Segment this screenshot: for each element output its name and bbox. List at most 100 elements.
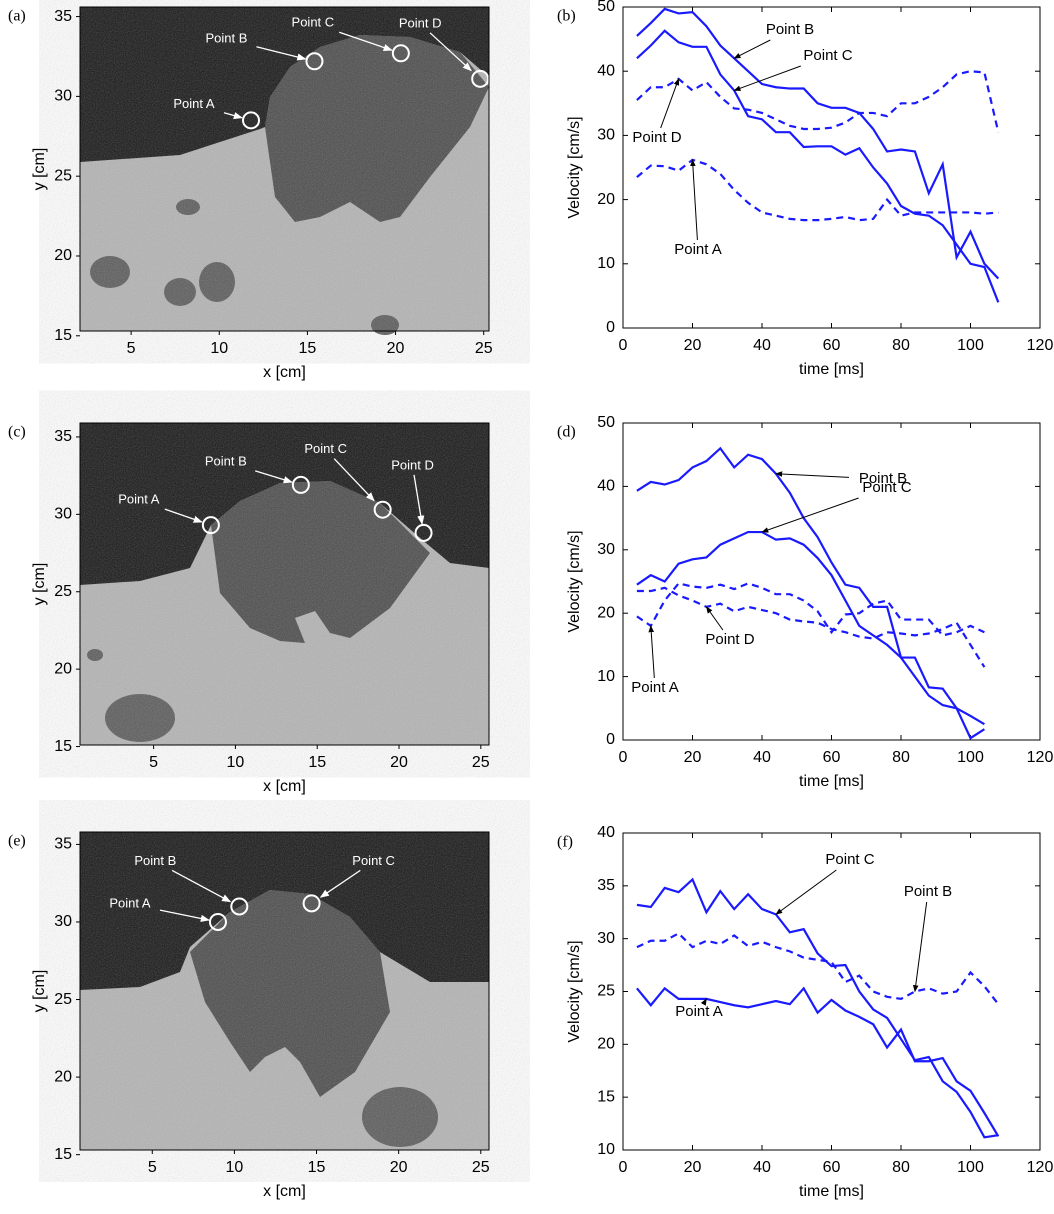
y-axis-label: y [cm] — [31, 148, 48, 191]
point-marker — [414, 523, 433, 542]
point-label: Point C — [304, 441, 347, 456]
y-tick-label: 25 — [54, 167, 72, 184]
panel-label: (a) — [8, 8, 26, 25]
x-tick-label: 25 — [472, 1159, 490, 1176]
point-label: Point C — [292, 15, 335, 30]
y-tick-label: 25 — [54, 991, 72, 1008]
series-line — [636, 7, 1000, 280]
point-label: Point B — [205, 453, 247, 468]
x-tick-label: 80 — [892, 337, 910, 354]
x-tick-label: 20 — [684, 1159, 702, 1176]
y-tick-label: 40 — [597, 824, 615, 841]
annotation-arrow — [775, 869, 837, 915]
series-label: Point C — [862, 479, 911, 496]
point-label: Point B — [134, 853, 176, 868]
series-line — [636, 70, 1000, 133]
photo — [80, 832, 489, 1150]
series-line — [636, 932, 1000, 1005]
axes-frame — [79, 831, 490, 1151]
x-tick-label: 80 — [892, 1159, 910, 1176]
x-tick-label: 40 — [753, 337, 771, 354]
y-tick-label: 35 — [54, 428, 72, 445]
axes: 0 20 40 60 80 100 120 10 15 20 25 30 35 40 time [ms] Ve… — [557, 824, 1053, 1200]
panel-label: (c) — [8, 424, 26, 441]
series-label: Point B — [859, 470, 907, 487]
point-label: Point C — [352, 853, 395, 868]
x-axis-label: x [cm] — [263, 364, 306, 381]
x-tick-label: 60 — [823, 1159, 841, 1176]
point-marker — [242, 111, 261, 130]
annotation-arrow — [319, 869, 361, 898]
annotation-arrow — [761, 497, 859, 533]
annotation-arrow — [255, 470, 293, 484]
panel-label: (e) — [8, 833, 26, 850]
y-tick-label: 30 — [54, 88, 72, 105]
annotation-arrow — [429, 32, 472, 72]
annotation-arrow — [333, 458, 375, 502]
point-marker — [302, 894, 321, 913]
x-tick-label: 20 — [390, 754, 408, 771]
x-tick-label: 60 — [823, 337, 841, 354]
y-tick-label: 15 — [54, 738, 72, 755]
series-line — [636, 446, 985, 726]
annotation-arrow — [171, 869, 232, 903]
y-axis-label: Velocity [cm/s] — [566, 116, 583, 218]
point-marker — [201, 516, 220, 535]
x-axis-label: x [cm] — [263, 1183, 306, 1200]
point-label: Point A — [109, 895, 151, 910]
series-line — [636, 986, 1000, 1137]
x-tick-label: 25 — [475, 340, 493, 357]
y-tick-label: 35 — [597, 877, 615, 894]
point-label: Point A — [118, 492, 160, 507]
axes: 0 20 40 60 80 100 120 0 10 20 30 40 50 time [ms] Veloc… — [557, 414, 1053, 790]
point-marker — [305, 52, 324, 71]
x-tick-label: 120 — [1027, 749, 1054, 766]
series-label: Point B — [904, 883, 952, 900]
x-tick-label: 10 — [210, 340, 228, 357]
point-marker — [208, 912, 227, 931]
x-tick-label: 20 — [390, 1159, 408, 1176]
y-tick-label: 20 — [54, 1068, 72, 1085]
y-tick-label: 25 — [54, 583, 72, 600]
series-label: Point D — [632, 129, 681, 146]
y-tick-label: 30 — [597, 541, 615, 558]
axes-frame — [622, 422, 1041, 741]
annotation-arrow — [660, 78, 680, 129]
x-tick-label: 25 — [472, 754, 490, 771]
y-tick-label: 0 — [606, 731, 615, 748]
point-marker — [373, 500, 392, 519]
series-line — [636, 586, 986, 668]
x-tick-label: 5 — [149, 754, 158, 771]
axes: 5 10 15 20 25 15 20 25 30 35 x [cm] y [cm] (c) — [8, 422, 490, 795]
x-axis-label: time [ms] — [799, 361, 864, 378]
photo — [80, 423, 489, 745]
series-label: Point A — [675, 1003, 723, 1020]
y-tick-label: 35 — [54, 8, 72, 25]
series-label: Point B — [766, 21, 814, 38]
axes: 0 20 40 60 80 100 120 0 10 20 30 40 50 time [ms] Veloc… — [557, 0, 1053, 378]
x-tick-label: 15 — [299, 340, 317, 357]
axes: 5 10 15 20 25 15 20 25 30 35 x [cm] y [cm] (e) — [8, 831, 490, 1200]
y-axis-label: y [cm] — [31, 970, 48, 1013]
x-tick-label: 10 — [227, 754, 245, 771]
x-tick-label: 100 — [957, 337, 984, 354]
x-tick-label: 0 — [619, 337, 628, 354]
y-tick-label: 20 — [597, 604, 615, 621]
axes-frame — [622, 832, 1041, 1151]
x-tick-label: 5 — [148, 1159, 157, 1176]
x-tick-label: 40 — [753, 1159, 771, 1176]
annotation-arrow — [159, 909, 210, 923]
y-tick-label: 15 — [54, 327, 72, 344]
y-tick-label: 20 — [597, 191, 615, 208]
x-tick-label: 15 — [308, 1159, 326, 1176]
annotation-arrow — [413, 474, 425, 525]
series-line — [636, 530, 985, 740]
series-line — [636, 877, 999, 1139]
series-line — [636, 29, 1000, 303]
series-label: Point C — [825, 851, 874, 868]
x-tick-label: 120 — [1027, 1159, 1054, 1176]
y-tick-label: 20 — [597, 1036, 615, 1053]
photo-grain — [80, 832, 489, 1150]
panel-label: (b) — [557, 8, 576, 25]
